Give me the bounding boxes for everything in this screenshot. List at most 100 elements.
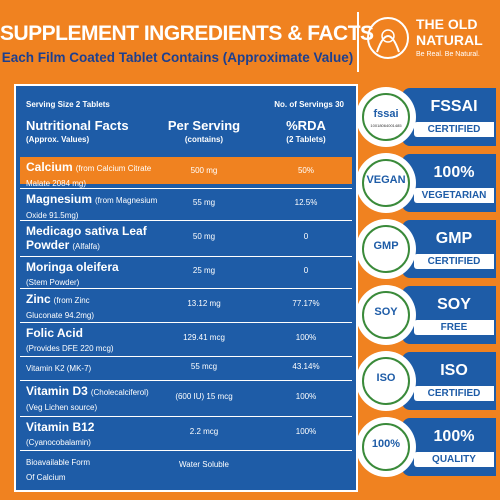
label-line: Vitamin B12 [26,420,186,434]
badge-panel [402,286,496,344]
nutrient-note: Gluconate 94.2mg) [26,311,95,320]
icon-ring [362,93,410,141]
brand-name: THE OLD [416,16,478,32]
badge-icon: SOY [356,285,416,345]
badge-title: SOY [437,296,471,313]
label-line: Malate 2084 mg) [26,175,186,190]
icon-ring [362,159,410,207]
table-row: Vitamin K2 (MK-7) 55 mcg 43.14% [20,356,352,377]
brand-logo [367,17,409,59]
badge-subtitle: VEGETARIAN [414,188,494,203]
rda: 12.5% [294,198,318,207]
icon-text: VEGAN [366,174,406,186]
title: SUPPLEMENT INGREDIENTS & FACTS [0,22,374,45]
per-serving: 55 mcg [190,362,218,371]
column-subheader: (2 Tablets) [286,135,326,144]
table-row: Folic Acid (Provides DFE 220 mcg) 129.41 m… [20,322,352,353]
nutrient-note: (Provides DFE 220 mcg) [26,344,114,353]
nutrient-name: Moringa oleifera [26,260,119,274]
badge-subtitle: CERTIFIED [414,254,494,269]
nutrient-note: (from Zinc [53,296,90,305]
nutrient-name: Powder [26,238,70,252]
table-row: Magnesium (from Magnesium Oxide 91.5mg) 55 … [20,188,352,220]
table-row: Zinc (from Zinc Gluconate 94.2mg) 13.12 mg 7… [20,288,352,322]
badge-title: FSSAI [430,98,478,115]
per-serving: 55 mg [192,198,216,207]
badge-title: 100% [433,164,475,181]
nutrient-note: (Veg Lichen source) [26,403,98,412]
nutrient-note: Bioavailable Form [26,458,91,467]
nutrient-note: (Cholecalciferol) [90,388,149,397]
brand-name: NATURAL [416,32,483,48]
table-row: Vitamin D3 (Cholecalciferol) (Veg Lichen s… [20,380,352,413]
row-label: Medicago sativa Leaf Powder (Alfalfa) [26,224,186,253]
label-line: Moringa oleifera [26,260,186,274]
row-label: Calcium (from Calcium Citrate Malate 2084 … [26,160,186,190]
badge-icon: 100% [356,417,416,477]
table-row: Calcium (from Calcium Citrate Malate 2084 … [20,157,352,188]
row-label: Bioavailable Form Of Calcium [26,454,186,484]
icon-text: fssai [373,108,399,120]
column-header: Per Serving [167,118,241,133]
per-serving: 500 mg [190,165,218,175]
nutrient-name: Medicago sativa Leaf [26,224,147,238]
nutrient-name: Folic Acid [26,326,83,340]
icon-text: 100% [371,438,401,450]
nutrient-note: Of Calcium [26,473,66,482]
per-serving: 129.41 mcg [183,333,225,342]
facts-table: Serving Size 2 Tablets No. of Servings 30… [14,84,358,492]
label-line: Magnesium (from Magnesium [26,192,186,207]
icon-text: SOY [374,306,398,318]
icon-text: GMP [373,240,399,252]
nutrient-note: Oxide 91.5mg) [26,211,79,220]
row-label: Folic Acid (Provides DFE 220 mcg) [26,326,186,355]
badge-title: ISO [440,362,468,379]
brand-tagline: Be Real. Be Natural. [416,51,480,58]
nutrient-note: (Alfalfa) [72,242,100,251]
table-row: Medicago sativa Leaf Powder (Alfalfa) 50 mg… [20,220,352,253]
label-line: Powder (Alfalfa) [26,238,186,253]
row-label: Zinc (from Zinc Gluconate 94.2mg) [26,292,186,322]
nutrient-name: Zinc [26,292,51,306]
nutrient-name: Vitamin B12 [26,420,95,434]
rda: 0 [303,266,309,275]
badge-icon: VEGAN [356,153,416,213]
nutrient-note: (Cyanocobalamin) [26,438,91,447]
badge-subtitle: FREE [414,320,494,335]
nutrient-note: (from Magnesium [95,196,158,205]
column-subheader: (Approx. Values) [26,135,90,144]
nutrient-name: Magnesium [26,192,93,206]
rda: 100% [295,333,317,342]
subtitle: Each Film Coated Tablet Contains (Approx… [1,50,354,65]
icon-text: ISO [376,372,396,384]
column-header: Nutritional Facts [26,118,129,133]
badge-icon: GMP [356,219,416,279]
badge-subtitle: QUALITY [414,452,494,467]
table-row: Bioavailable Form Of Calcium Water Soluble [20,450,352,482]
per-serving: Water Soluble [179,460,229,469]
badge-icon: ISO [356,351,416,411]
servings: No. of Servings 30 [274,100,344,109]
label-line: Medicago sativa Leaf [26,224,186,238]
label-line: (Cyanocobalamin) [26,434,186,449]
nutrient-note: Malate 2084 mg) [26,179,87,188]
row-label: Moringa oleifera (Stem Powder) [26,260,186,289]
icon-ring [362,423,410,471]
label-line: Bioavailable Form [26,454,186,469]
label-line: Of Calcium [26,469,186,484]
per-serving: 25 mg [192,266,216,275]
badge-subtitle: CERTIFIED [414,386,494,401]
label-line: Vitamin K2 (MK-7) [26,360,186,375]
nutrient-note: Vitamin K2 (MK-7) [26,364,92,373]
label-line: Zinc (from Zinc [26,292,186,307]
rda: 50% [297,165,314,175]
divider [357,12,359,72]
serving-size: Serving Size 2 Tablets [26,100,110,109]
badge-panel [402,352,496,410]
per-serving: 13.12 mg [187,299,221,308]
label-line: Calcium (from Calcium Citrate [26,160,186,175]
label-line: Folic Acid [26,326,186,340]
label-line: Vitamin D3 (Cholecalciferol) [26,384,186,399]
icon-ring [362,291,410,339]
